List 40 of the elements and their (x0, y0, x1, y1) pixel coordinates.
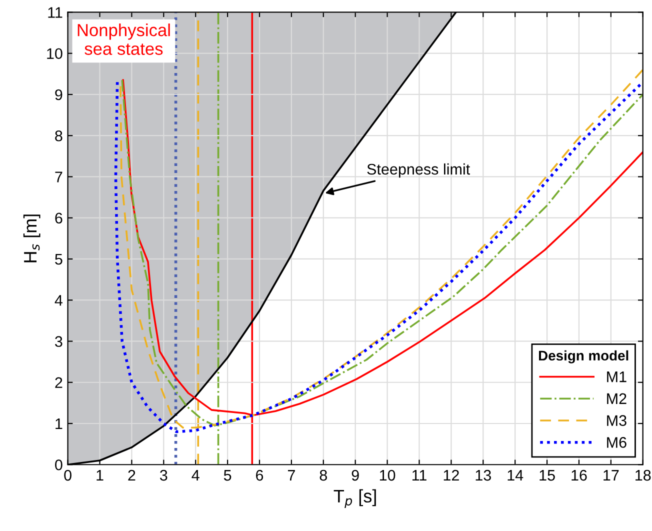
y-tick-label: 9 (55, 89, 62, 100)
x-tick-label: 13 (476, 470, 491, 481)
y-tick-label: 5 (55, 254, 62, 265)
y-tick-label: 11 (48, 7, 62, 18)
x-tick-label: 6 (256, 470, 264, 481)
legend-label: M2 (607, 393, 626, 404)
x-tick-label: 4 (192, 470, 200, 481)
x-tick-label: 2 (128, 470, 136, 481)
y-tick-label: 3 (55, 336, 62, 347)
annotation: Nonphysical sea states (78, 24, 170, 55)
x-tick-label: 1 (96, 470, 104, 481)
x-tick-label: 17 (604, 470, 619, 481)
x-tick-label: 14 (508, 470, 524, 481)
x-tick-label: 3 (160, 470, 168, 481)
y-tick-label: 6 (55, 212, 62, 224)
x-tick-label: 16 (572, 470, 587, 481)
y-tick-label: 1 (56, 418, 62, 430)
x-tick-label: 9 (352, 470, 359, 481)
legend-label: M3 (607, 415, 626, 426)
legend-label: M1 (607, 372, 626, 382)
x-tick-label: 15 (540, 470, 555, 481)
x-tick-label: 11 (412, 470, 426, 481)
y-tick-label: 0 (55, 459, 62, 470)
x-tick-label: 7 (288, 470, 295, 481)
x-axis-title: T$_{p}$ [s] (334, 489, 376, 508)
x-tick-label: 0 (64, 470, 72, 481)
y-tick-label: 4 (54, 295, 62, 306)
x-tick-label: 10 (380, 470, 396, 481)
x-tick-label: 5 (224, 470, 232, 481)
y-tick-label: 8 (55, 130, 62, 142)
legend-label: M6 (607, 437, 626, 448)
y-tick-label: 7 (55, 172, 62, 182)
y-axis-title: H$_{s}$ [m] (23, 214, 40, 262)
x-tick-label: 8 (320, 470, 327, 481)
y-tick-label: 2 (55, 377, 62, 388)
annotation: Steepness limit (367, 163, 470, 178)
x-tick-label: 12 (444, 470, 459, 481)
legend-title: Design model (538, 350, 628, 364)
y-tick-label: 10 (47, 48, 62, 60)
x-tick-label: 18 (636, 470, 651, 481)
